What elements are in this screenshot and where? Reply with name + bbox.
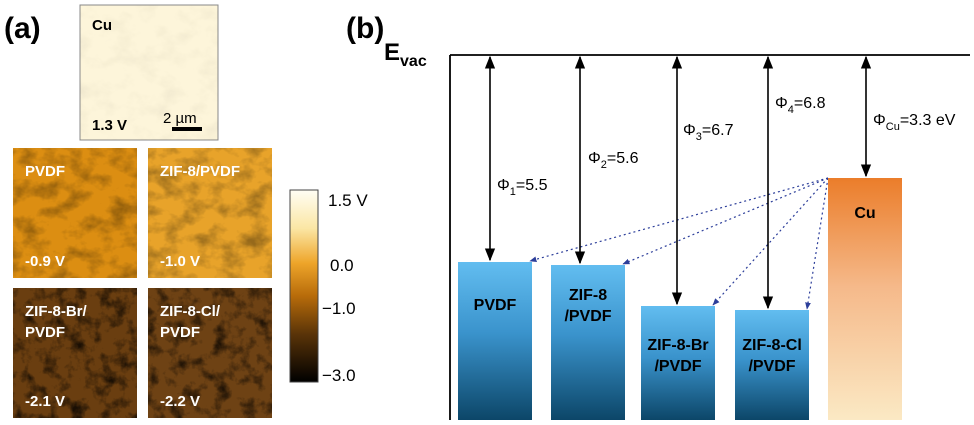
energy-diagram: PVDF Φ1=5.5 ZIF-8/PVDF Φ2=5.6 ZIF-8-Br/PVDF Φ… <box>458 57 956 420</box>
colorbar: 1.5 V 0.0 −1.0 −3.0 <box>290 190 368 385</box>
level: ZIF-8-Cl/PVDF Φ4=6.8 <box>735 57 828 420</box>
colorbar-label: 0.0 <box>330 256 354 275</box>
level: Cu ΦCu=3.3 eV <box>828 57 956 420</box>
charge-transfer-arrow <box>713 178 828 305</box>
bar-label: /PVDF <box>564 308 611 325</box>
afm-image: ZIF-8-Br/PVDF -2.1 V <box>13 288 137 418</box>
bar-label: ZIF-8-Br <box>647 337 708 354</box>
bar-label: /PVDF <box>654 358 701 375</box>
work-function-label: ΦCu=3.3 eV <box>873 112 956 133</box>
image-potential: -2.2 V <box>160 393 200 410</box>
figure: (a) Cu 1.3 V 2 µm PVDF -0.9 V ZIF-8/PVDF -1… <box>0 0 974 425</box>
work-function-label: Φ4=6.8 <box>775 95 826 116</box>
work-function-label: Φ2=5.6 <box>588 150 639 171</box>
page: { "panel_a": { "label": "(a)", "cu_image… <box>0 0 974 425</box>
charge-transfer-arrow <box>530 178 828 261</box>
panel-label: (b) <box>346 12 384 45</box>
afm-image: PVDF -0.9 V <box>13 148 137 278</box>
image-title: PVDF <box>25 324 65 341</box>
work-function-label: Φ3=6.7 <box>683 122 734 143</box>
work-function-label: Φ1=5.5 <box>497 177 548 198</box>
vacuum-level-label: Evac <box>384 39 427 70</box>
scale-bar-label: 2 µm <box>163 110 197 127</box>
charge-transfer-arrow <box>623 178 828 264</box>
panel-label: (a) <box>4 12 41 45</box>
image-title: PVDF <box>160 324 200 341</box>
bar-label: ZIF-8 <box>569 287 607 304</box>
image-title: ZIF-8/PVDF <box>160 163 240 180</box>
scale-bar <box>172 127 202 131</box>
afm-image: ZIF-8-Cl/PVDF -2.2 V <box>148 288 272 418</box>
energy-bar <box>458 262 532 420</box>
image-title: ZIF-8-Cl/ <box>160 303 221 320</box>
bar-label: ZIF-8-Cl <box>742 337 802 354</box>
colorbar-label: −3.0 <box>322 366 356 385</box>
bar-label: Cu <box>854 205 875 222</box>
afm-images: PVDF -0.9 V ZIF-8/PVDF -1.0 V ZIF-8-Br/PVDF -… <box>13 148 272 418</box>
image-title: ZIF-8-Br/ <box>25 303 87 320</box>
cu-image: Cu 1.3 V 2 µm <box>80 5 218 140</box>
image-potential: 1.3 V <box>92 117 127 134</box>
image-title: Cu <box>92 17 112 34</box>
colorbar-label: −1.0 <box>322 299 356 318</box>
image-potential: -0.9 V <box>25 253 65 270</box>
image-potential: -2.1 V <box>25 393 65 410</box>
image-title: PVDF <box>25 163 65 180</box>
image-potential: -1.0 V <box>160 253 200 270</box>
afm-image: ZIF-8/PVDF -1.0 V <box>148 148 272 278</box>
colorbar-label: 1.5 V <box>328 191 368 210</box>
bar-label: PVDF <box>474 297 517 314</box>
bar-label: /PVDF <box>748 358 795 375</box>
